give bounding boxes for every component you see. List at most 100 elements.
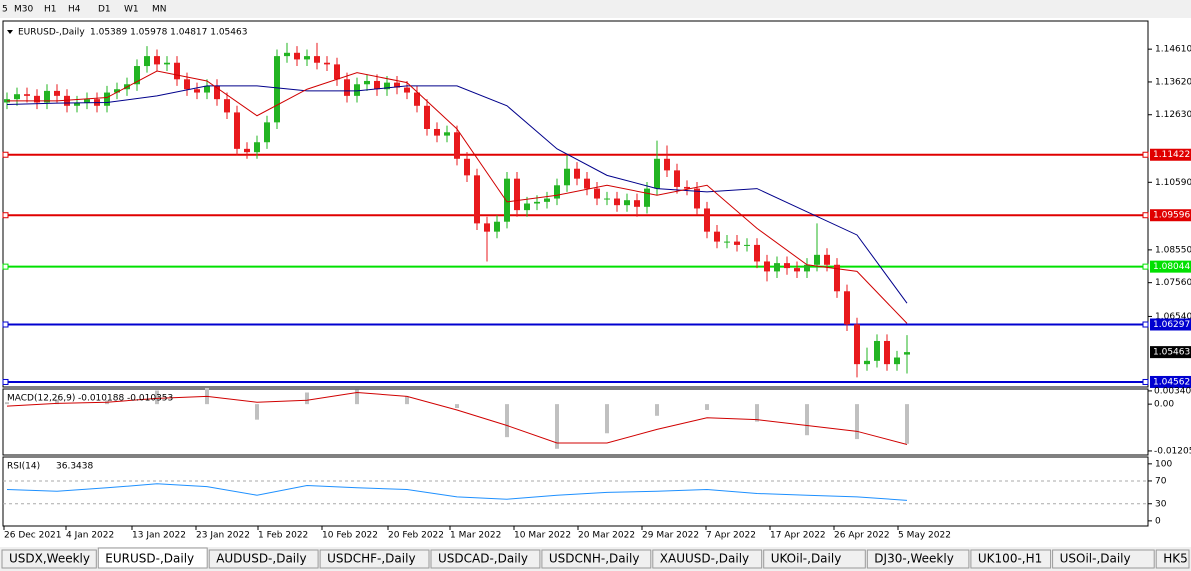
- candle-body: [824, 254, 830, 265]
- tab[interactable]: USDX,Weekly: [1, 549, 97, 569]
- tab-background: [763, 549, 866, 569]
- level-handle: [1142, 321, 1149, 328]
- level-handle: [2, 151, 9, 158]
- candle-body: [644, 188, 650, 207]
- level-handle: [2, 378, 9, 385]
- candle-body: [834, 264, 840, 292]
- candle-body: [154, 56, 160, 65]
- candle-body: [64, 95, 70, 106]
- level-handle: [1142, 212, 1149, 219]
- symbol-marker: [7, 30, 13, 34]
- last-price-box: [1150, 346, 1191, 359]
- y-tick-label: 30: [1155, 499, 1167, 509]
- candle-body: [654, 158, 660, 189]
- candle-body: [204, 85, 210, 93]
- tab[interactable]: DJ30-,Weekly: [866, 549, 970, 569]
- tab-background: [97, 547, 208, 569]
- y-tick-label: 1.07560: [1155, 278, 1191, 288]
- y-tick-label: -0.012055: [1154, 446, 1191, 456]
- candle-body: [614, 198, 620, 206]
- macd-bar: [605, 404, 609, 434]
- candle-body: [664, 158, 670, 171]
- candle-body: [874, 340, 880, 361]
- level-handle: [2, 212, 9, 219]
- tab-background: [1052, 549, 1155, 569]
- indicator-title: RSI(14): [7, 462, 40, 472]
- tab[interactable]: UK100-,H1: [970, 549, 1052, 569]
- level-price-label: 1.09596: [1153, 211, 1190, 221]
- candle-body: [324, 62, 330, 65]
- candle-body: [14, 94, 20, 100]
- tab[interactable]: XAUUSD-,Daily: [652, 549, 763, 569]
- tab-label[interactable]: USOil-,Daily: [1060, 552, 1131, 566]
- candle-body: [414, 92, 420, 106]
- ohlc-label: 1.05389 1.05978 1.04817 1.05463: [90, 28, 247, 38]
- candle-body: [894, 357, 900, 365]
- candle-body: [774, 263, 780, 272]
- candle-body: [674, 170, 680, 187]
- tab[interactable]: AUDUSD-,Daily: [208, 549, 319, 569]
- level-price-label: 1.11422: [1153, 150, 1190, 160]
- x-tick-label: 17 Apr 2022: [770, 531, 826, 541]
- main-frame: [2, 20, 1149, 388]
- candle-body: [484, 223, 490, 232]
- candle-body: [54, 90, 60, 96]
- candle-body: [244, 148, 250, 153]
- candle-body: [494, 221, 500, 232]
- candle-body: [764, 261, 770, 272]
- x-tick-label: 5 May 2022: [898, 531, 951, 541]
- macd-bar: [755, 404, 759, 422]
- macd-bar: [405, 396, 409, 405]
- tab[interactable]: USDCAD-,Daily: [430, 549, 541, 569]
- candle-body: [684, 186, 690, 189]
- tab-label[interactable]: UKOil-,Daily: [771, 552, 842, 566]
- timeframe-button[interactable]: MN: [152, 5, 167, 15]
- candle-body: [584, 178, 590, 189]
- candle-body: [504, 178, 510, 222]
- tab[interactable]: EURUSD-,Daily: [97, 547, 208, 569]
- y-tick-label: 1.08550: [1155, 245, 1191, 255]
- tab[interactable]: USDCNH-,Daily: [541, 549, 652, 569]
- tab-label[interactable]: USDCAD-,Daily: [438, 552, 528, 566]
- tab-label[interactable]: USDCHF-,Daily: [327, 552, 415, 566]
- x-tick-label: 4 Jan 2022: [66, 531, 114, 541]
- tab-label[interactable]: EURUSD-,Daily: [105, 552, 194, 566]
- candle-body: [44, 90, 50, 103]
- tab-background: [319, 549, 430, 569]
- macd-bar: [655, 404, 659, 416]
- tab[interactable]: HK5: [1155, 549, 1190, 569]
- tab-label[interactable]: XAUUSD-,Daily: [660, 552, 749, 566]
- tab-label[interactable]: UK100-,H1: [978, 552, 1042, 566]
- candle-body: [574, 168, 580, 179]
- candle-body: [184, 79, 190, 90]
- x-tick-label: 7 Apr 2022: [706, 531, 756, 541]
- tab[interactable]: USDCHF-,Daily: [319, 549, 430, 569]
- timeframe-button[interactable]: M30: [14, 5, 33, 15]
- tab[interactable]: USOil-,Daily: [1052, 549, 1155, 569]
- candle-body: [634, 200, 640, 207]
- timeframe-button[interactable]: W1: [124, 5, 139, 15]
- tab[interactable]: UKOil-,Daily: [763, 549, 866, 569]
- tab-label[interactable]: HK5: [1163, 552, 1188, 566]
- macd-bar: [805, 404, 809, 436]
- rsi-frame: [2, 456, 1149, 527]
- tab-label[interactable]: AUDUSD-,Daily: [216, 552, 306, 566]
- tab-label[interactable]: DJ30-,Weekly: [874, 552, 954, 566]
- tab-background: [1155, 549, 1190, 569]
- candle-body: [404, 87, 410, 93]
- candle-body: [724, 241, 730, 243]
- candle-body: [374, 80, 380, 90]
- tab-label[interactable]: USDCNH-,Daily: [549, 552, 640, 566]
- timeframe-button[interactable]: D1: [98, 5, 111, 15]
- level-price-label: 1.06297: [1153, 320, 1190, 330]
- timeframe-button[interactable]: H1: [44, 5, 57, 15]
- timeframe-button[interactable]: 5: [2, 5, 8, 15]
- candle-body: [304, 56, 310, 60]
- tab-label[interactable]: USDX,Weekly: [9, 552, 90, 566]
- rsi-line: [6, 483, 908, 501]
- level-price-box: [1150, 260, 1191, 273]
- tab-background: [208, 549, 319, 569]
- candle-body: [334, 64, 340, 80]
- timeframe-button[interactable]: H4: [68, 5, 81, 15]
- candle-body: [844, 291, 850, 325]
